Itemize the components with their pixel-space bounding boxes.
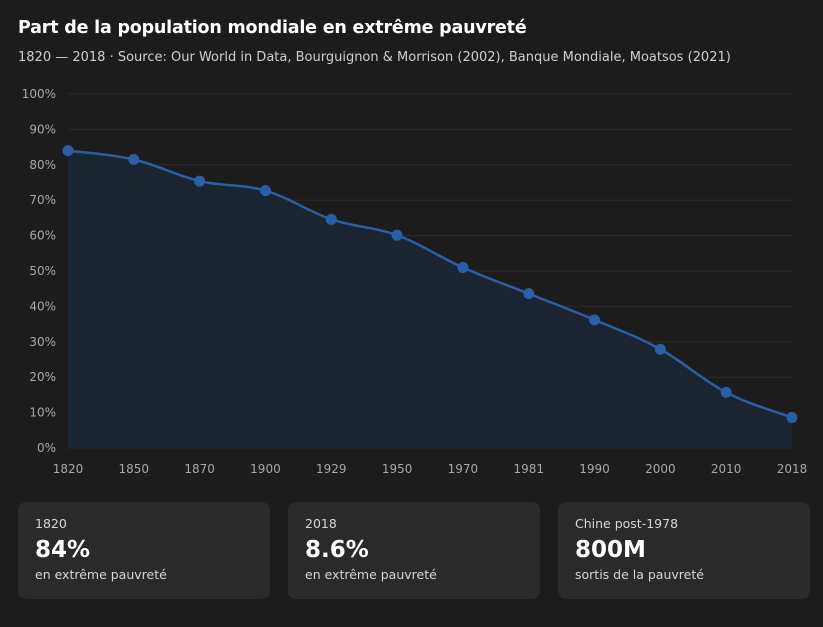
data-point-2010[interactable]: [720, 386, 732, 398]
data-point-2000[interactable]: [654, 343, 666, 355]
data-point-1929[interactable]: [325, 213, 337, 225]
stat-desc: en extrême pauvreté: [35, 567, 167, 582]
y-tick-label: 40%: [29, 299, 56, 313]
poverty-chart: 0%10%20%30%40%50%60%70%80%90%100% 1820 18…: [22, 87, 808, 476]
data-point-1970[interactable]: [457, 261, 469, 273]
point-layer: [62, 145, 798, 424]
stat-value: 8.6%: [305, 537, 369, 563]
y-tick-label: 80%: [29, 158, 56, 172]
y-tick-label: 70%: [29, 193, 56, 207]
stat-label: 1820: [35, 516, 67, 531]
stat-card-1820: 1820 84% en extrême pauvreté: [18, 502, 270, 599]
x-tick-label: 2010: [711, 462, 742, 476]
stat-value: 84%: [35, 537, 91, 563]
line-layer: [67, 149, 793, 419]
x-tick-label: 1990: [579, 462, 610, 476]
y-tick-label: 50%: [29, 264, 56, 278]
data-point-1820[interactable]: [62, 145, 74, 157]
data-point-1981[interactable]: [523, 288, 535, 300]
stat-label: Chine post-1978: [575, 516, 679, 531]
data-point-2018[interactable]: [786, 412, 798, 424]
series-area: [68, 150, 792, 448]
x-tick-label: 1950: [382, 462, 413, 476]
x-axis: 1820 1850 1870 1900 1929 1950 1970 1981 1990 2000…: [53, 462, 808, 476]
chart-subtitle: 1820 — 2018 · Source: Our World in Data,…: [18, 50, 731, 65]
data-point-1850[interactable]: [128, 153, 140, 165]
y-tick-label: 20%: [29, 370, 56, 384]
x-tick-label: 2018: [777, 462, 808, 476]
stat-desc: en extrême pauvreté: [305, 567, 437, 582]
y-tick-label: 0%: [37, 441, 56, 455]
data-point-1950[interactable]: [391, 229, 403, 241]
series-line: [67, 149, 793, 419]
x-tick-label: 1929: [316, 462, 347, 476]
y-tick-label: 10%: [29, 406, 56, 420]
stats-row: 1820 84% en extrême pauvreté 2018 8.6% e…: [18, 502, 810, 599]
x-tick-label: 1850: [119, 462, 150, 476]
y-tick-label: 30%: [29, 335, 56, 349]
stat-card-2018: 2018 8.6% en extrême pauvreté: [288, 502, 540, 599]
stat-card-china: Chine post-1978 800M sortis de la pauvre…: [558, 502, 810, 599]
chart-title: Part de la population mondiale en extrêm…: [18, 18, 527, 38]
y-tick-label: 60%: [29, 229, 56, 243]
x-tick-label: 1981: [513, 462, 544, 476]
x-tick-label: 1970: [448, 462, 479, 476]
x-tick-label: 2000: [645, 462, 676, 476]
stat-desc: sortis de la pauvreté: [575, 567, 704, 582]
data-point-1990[interactable]: [589, 314, 601, 326]
data-point-1870[interactable]: [194, 175, 206, 187]
y-axis: 0% 10% 20% 30% 40% 50% 60% 70% 80% 90% 100%: [22, 87, 56, 455]
x-tick-label: 1820: [53, 462, 84, 476]
x-tick-label: 1870: [184, 462, 215, 476]
x-tick-label: 1900: [250, 462, 281, 476]
stat-label: 2018: [305, 516, 337, 531]
y-tick-label: 100%: [22, 87, 56, 101]
y-tick-label: 90%: [29, 122, 56, 136]
area-layer: [68, 150, 792, 448]
data-point-1900[interactable]: [259, 185, 271, 197]
stat-value: 800M: [575, 537, 646, 563]
